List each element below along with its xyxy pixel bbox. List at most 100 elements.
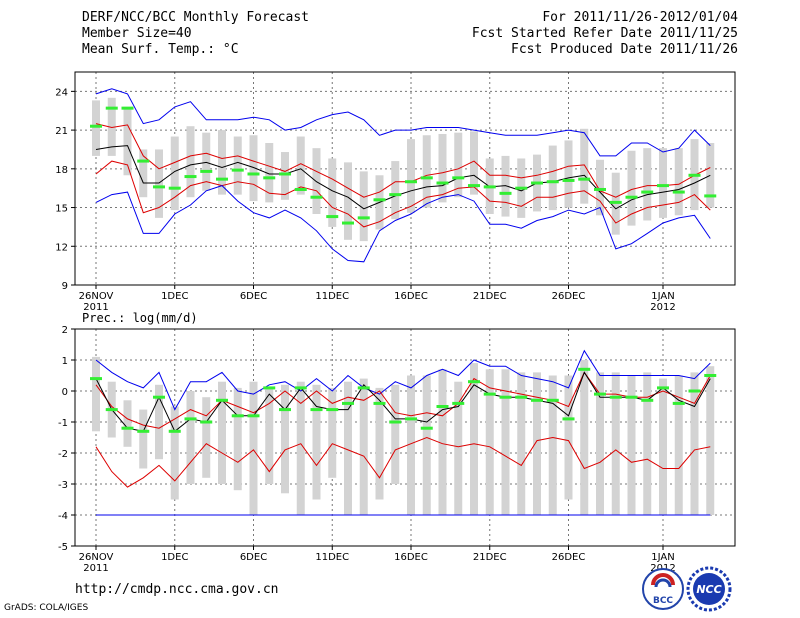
fcst-started-date: Fcst Started Refer Date 2011/11/25 [471, 26, 738, 41]
temp-spread-box [627, 150, 636, 226]
temp-series-upper [95, 123, 711, 198]
temp-spread-box [281, 152, 289, 200]
temp-spread-box [92, 100, 100, 156]
bcc-logo-text: BCC [653, 596, 673, 606]
prec-observed-mark [247, 414, 260, 418]
temp-observed-mark [704, 194, 717, 198]
prec-spread-box [533, 372, 541, 515]
prec-panel-title: Prec.: log(mm/d) [82, 311, 198, 325]
temp-spread-box [564, 140, 573, 208]
prec-observed-mark [625, 395, 638, 399]
prec-spread-box [265, 387, 274, 484]
temp-ytick-label: 24 [55, 87, 68, 98]
source-url[interactable]: http://cmdp.ncc.cma.gov.cn [75, 582, 279, 597]
temp-observed-mark [625, 195, 638, 199]
temp-spread-box [296, 136, 305, 195]
prec-observed-mark [168, 429, 181, 433]
prec-spread-box [659, 378, 667, 515]
prec-observed-mark [373, 401, 386, 405]
temp-ytick-label: 9 [62, 281, 68, 292]
temp-observed-mark [326, 215, 339, 219]
prec-spread-box [359, 378, 368, 515]
prec-observed-mark [657, 386, 669, 390]
prec-spread-box [407, 375, 415, 515]
temp-observed-mark [216, 177, 228, 181]
temp-spread-box [359, 171, 368, 242]
temp-observed-mark [499, 191, 512, 195]
temp-spread-box [596, 159, 604, 216]
prec-observed-mark [263, 386, 276, 390]
prec-spread-box [438, 369, 447, 515]
prec-xtick-label: 1JAN [651, 552, 674, 563]
prec-spread-box [517, 372, 526, 515]
prec-observed-mark [672, 401, 685, 405]
temp-ytick-label: 21 [55, 126, 68, 137]
prec-observed-mark [515, 395, 528, 399]
prec-observed-mark [531, 398, 543, 402]
prec-observed-mark [405, 417, 417, 421]
prec-spread-box [155, 384, 163, 460]
temp-observed-mark [310, 195, 323, 199]
temp-observed-mark [420, 176, 433, 180]
temp-observed-mark [657, 184, 669, 188]
prec-observed-mark [153, 395, 165, 399]
prec-ytick-label: -4 [58, 511, 68, 522]
prec-spread-box [580, 360, 589, 515]
temp-xtick-label: 16DEC [394, 291, 428, 302]
prec-spread-box [391, 384, 400, 484]
temp-ytick-label: 15 [55, 204, 68, 215]
prec-xtick-label: 26NOV [79, 552, 114, 563]
prec-xtick-label: 21DEC [473, 552, 507, 563]
temp-observed-mark [279, 172, 291, 176]
prec-series-lower [95, 436, 711, 488]
prec-spread-box [170, 406, 179, 500]
temp-xtick-label: 26NOV [79, 291, 114, 302]
prec-observed-mark [594, 392, 606, 396]
prec-observed-mark [688, 389, 701, 393]
forecast-period: For 2011/11/26-2012/01/04 [542, 10, 738, 25]
prec-observed-mark [452, 401, 465, 405]
temp-spread-box [155, 149, 163, 218]
prec-spread-box [123, 400, 132, 447]
prec-observed-mark [641, 398, 654, 402]
temp-spread-box [501, 155, 510, 217]
prec-observed-mark [137, 429, 150, 433]
temp-spread-box [249, 135, 258, 202]
member-size: Member Size=40 [82, 26, 192, 41]
temp-observed-mark [641, 190, 654, 194]
prec-observed-mark [389, 420, 402, 424]
prec-spread-box [643, 372, 652, 515]
temp-observed-mark [594, 187, 606, 191]
prec-observed-mark [310, 408, 323, 412]
fcst-produced-date: Fcst Produced Date 2011/11/26 [511, 42, 738, 57]
temp-spread-box [139, 149, 148, 198]
prec-spread-box [375, 387, 384, 500]
temp-spread-box [674, 148, 683, 216]
temp-observed-mark [200, 169, 213, 173]
temp-spread-box [186, 126, 195, 198]
prec-observed-mark [499, 395, 512, 399]
prec-observed-mark [121, 426, 134, 430]
temp-observed-mark [373, 198, 386, 202]
header-right: For 2011/11/26-2012/01/04 Fcst Started R… [472, 10, 738, 58]
temp-observed-mark [121, 106, 134, 110]
temp-series-lower [95, 160, 711, 228]
prec-observed-mark [184, 417, 197, 421]
temp-observed-mark [357, 216, 370, 220]
temp-observed-mark [90, 124, 102, 128]
temp-observed-mark [672, 190, 685, 194]
temp-observed-mark [515, 186, 528, 190]
prec-observed-mark [483, 392, 496, 396]
temp-observed-mark [153, 185, 165, 189]
prec-spread-box [454, 381, 463, 515]
prec-xtick-year: 2011 [83, 563, 108, 574]
prec-xtick-label: 11DEC [315, 552, 349, 563]
temp-frame [74, 71, 736, 286]
temp-observed-mark [168, 186, 181, 190]
temp-spread-box [407, 139, 415, 213]
prec-xtick-label: 1DEC [161, 552, 188, 563]
prec-series-mean [95, 371, 711, 433]
temp-xtick-label: 11DEC [315, 291, 349, 302]
temp-spread-box [328, 158, 337, 227]
